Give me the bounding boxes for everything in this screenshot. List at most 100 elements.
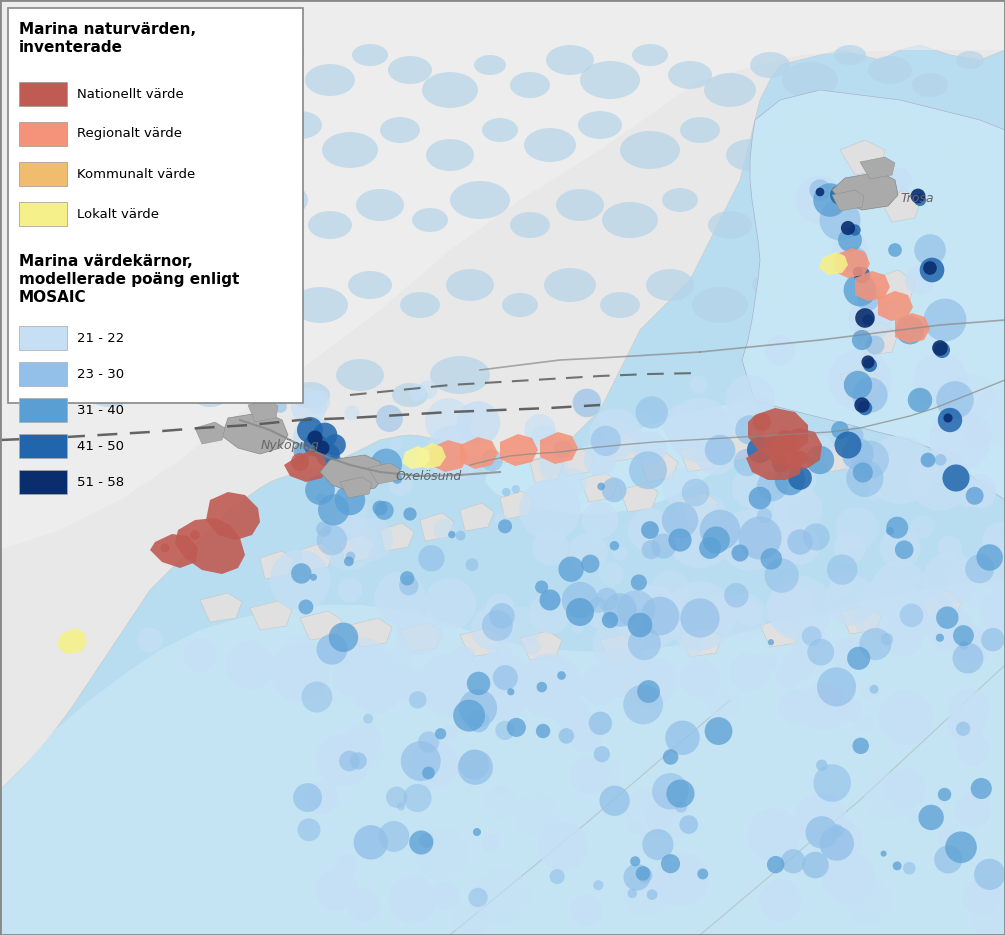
Circle shape <box>566 598 594 626</box>
Circle shape <box>624 656 675 708</box>
Circle shape <box>344 722 382 759</box>
Circle shape <box>647 889 657 900</box>
Circle shape <box>973 389 1005 444</box>
Circle shape <box>830 185 850 205</box>
Circle shape <box>759 879 801 921</box>
Ellipse shape <box>856 184 904 216</box>
Circle shape <box>702 526 730 554</box>
Circle shape <box>470 608 513 650</box>
Circle shape <box>805 436 834 465</box>
Circle shape <box>960 495 973 507</box>
Polygon shape <box>620 483 658 512</box>
Circle shape <box>807 639 834 666</box>
Ellipse shape <box>708 211 752 239</box>
Circle shape <box>835 507 878 550</box>
Circle shape <box>338 578 363 602</box>
Circle shape <box>775 430 795 450</box>
Circle shape <box>967 480 996 509</box>
Ellipse shape <box>956 51 984 69</box>
Circle shape <box>350 753 367 770</box>
Circle shape <box>719 593 767 640</box>
Circle shape <box>291 563 312 583</box>
Circle shape <box>872 173 887 187</box>
Polygon shape <box>300 611 342 640</box>
Polygon shape <box>835 248 870 278</box>
Circle shape <box>975 539 1005 590</box>
Ellipse shape <box>252 182 308 218</box>
Circle shape <box>308 430 323 445</box>
Circle shape <box>599 785 630 816</box>
Circle shape <box>336 854 358 876</box>
Circle shape <box>675 800 687 813</box>
Circle shape <box>425 398 471 444</box>
Bar <box>19 122 67 146</box>
Circle shape <box>848 298 891 342</box>
Polygon shape <box>500 491 534 519</box>
Circle shape <box>448 531 455 539</box>
Circle shape <box>831 421 849 439</box>
Ellipse shape <box>646 269 694 301</box>
Circle shape <box>887 168 913 192</box>
Circle shape <box>852 378 887 412</box>
Text: Oxelösund: Oxelösund <box>395 469 461 482</box>
Circle shape <box>766 584 815 634</box>
Circle shape <box>371 449 402 481</box>
Circle shape <box>879 527 921 568</box>
Circle shape <box>631 574 647 591</box>
Circle shape <box>781 849 805 873</box>
Circle shape <box>335 484 365 515</box>
Ellipse shape <box>194 50 226 70</box>
Circle shape <box>915 234 946 266</box>
Circle shape <box>419 833 434 848</box>
Circle shape <box>813 183 847 217</box>
Circle shape <box>637 680 660 703</box>
Circle shape <box>852 330 872 350</box>
Circle shape <box>623 684 663 725</box>
Circle shape <box>399 576 418 596</box>
Circle shape <box>386 786 407 808</box>
Ellipse shape <box>52 268 88 292</box>
Circle shape <box>335 638 390 693</box>
Circle shape <box>974 858 1005 890</box>
Circle shape <box>570 895 602 927</box>
Circle shape <box>375 501 394 520</box>
Circle shape <box>627 888 637 899</box>
Polygon shape <box>680 493 718 522</box>
Circle shape <box>349 658 403 713</box>
Circle shape <box>468 888 487 907</box>
Circle shape <box>959 481 986 507</box>
Ellipse shape <box>810 207 850 233</box>
Circle shape <box>315 440 330 455</box>
Circle shape <box>640 597 679 635</box>
Circle shape <box>451 646 476 670</box>
Circle shape <box>933 340 948 356</box>
Circle shape <box>944 413 953 423</box>
Circle shape <box>487 640 512 663</box>
Ellipse shape <box>96 284 144 316</box>
Circle shape <box>270 642 330 701</box>
Circle shape <box>550 869 565 885</box>
Ellipse shape <box>412 208 448 232</box>
Circle shape <box>947 705 985 742</box>
Polygon shape <box>580 472 618 502</box>
Circle shape <box>325 434 346 456</box>
Polygon shape <box>260 551 294 579</box>
Circle shape <box>663 468 704 509</box>
Polygon shape <box>200 593 242 622</box>
Bar <box>19 470 67 494</box>
Circle shape <box>590 409 641 460</box>
Circle shape <box>780 525 820 565</box>
Circle shape <box>403 508 417 521</box>
Circle shape <box>853 266 870 283</box>
Circle shape <box>788 467 812 490</box>
Bar <box>19 434 67 458</box>
Circle shape <box>767 856 784 873</box>
Circle shape <box>956 722 970 736</box>
Circle shape <box>794 792 847 845</box>
Circle shape <box>344 556 354 567</box>
Circle shape <box>851 440 889 479</box>
Circle shape <box>954 792 991 828</box>
Circle shape <box>481 834 499 853</box>
Circle shape <box>354 825 388 859</box>
Circle shape <box>847 879 892 925</box>
